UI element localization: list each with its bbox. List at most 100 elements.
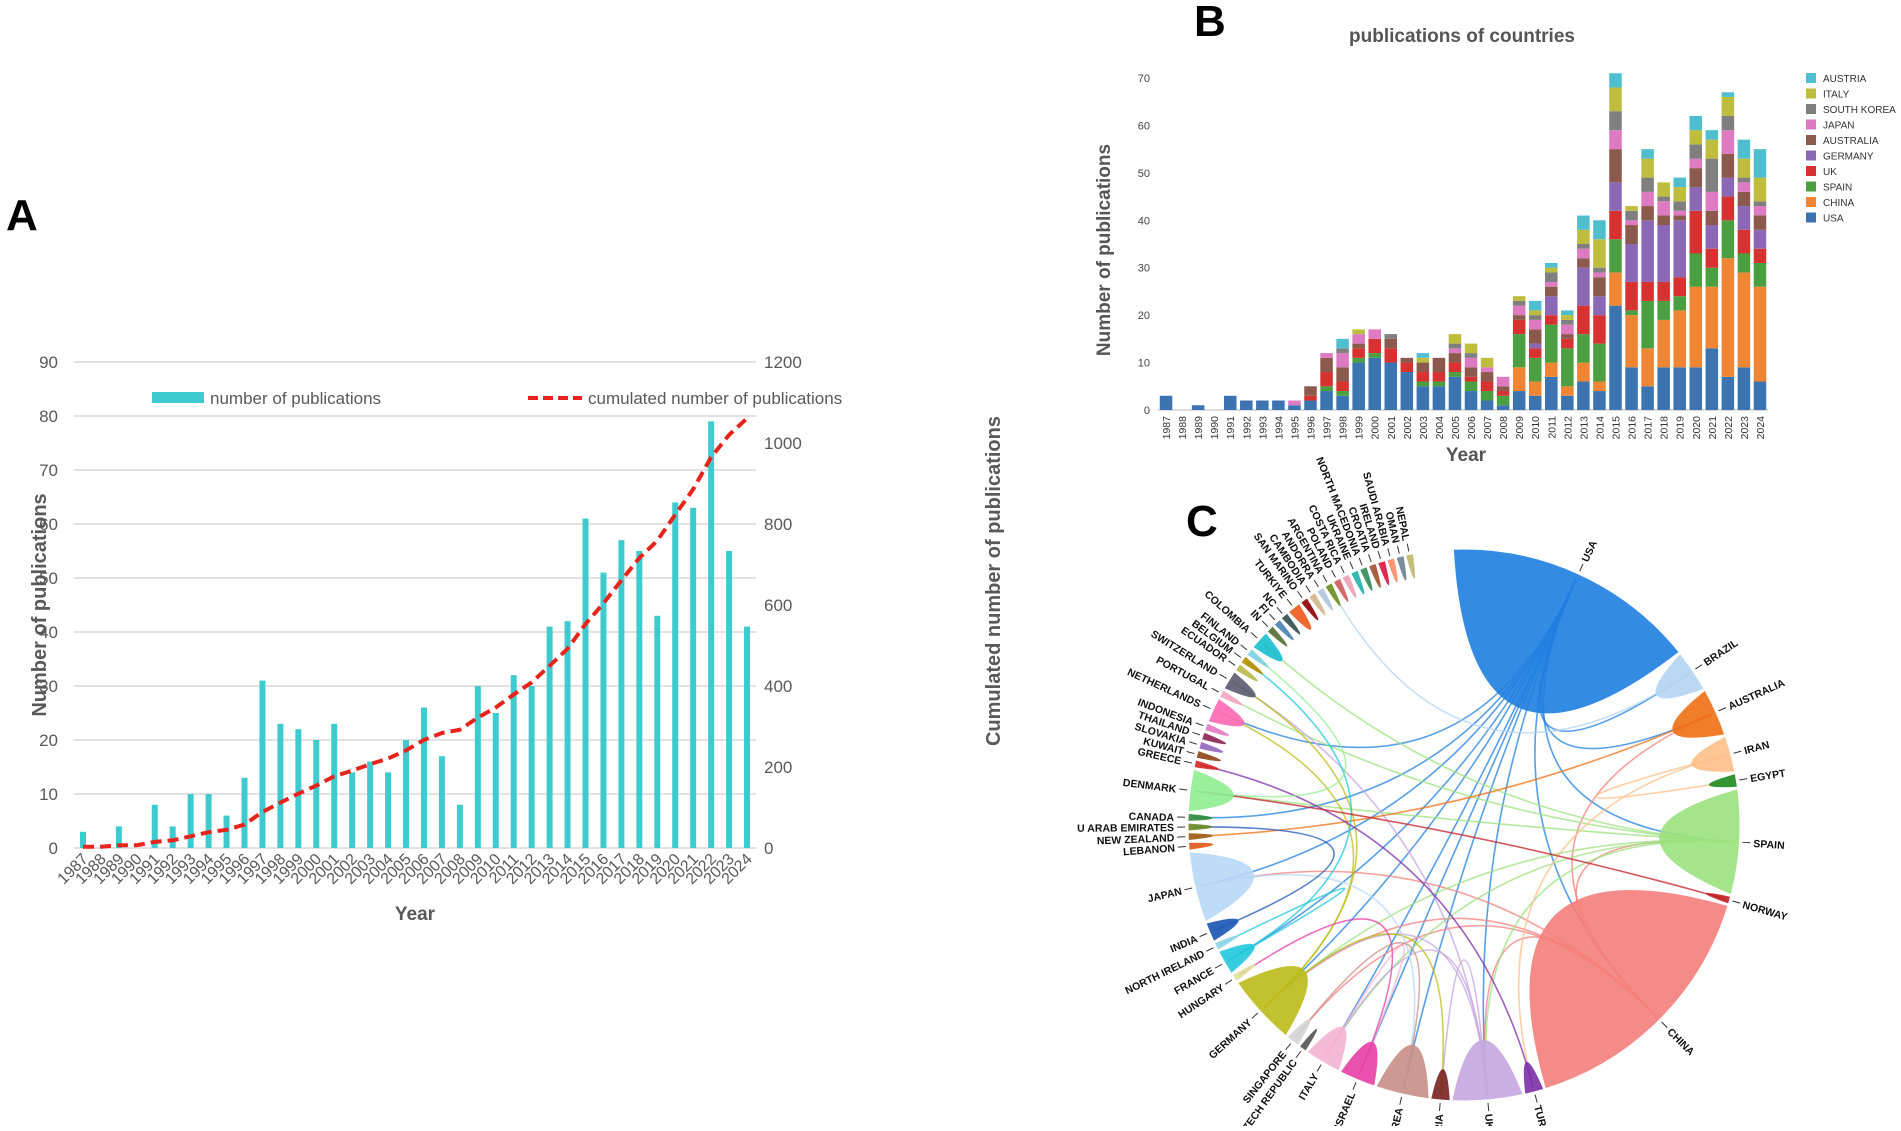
- b-bar-segment: [1641, 282, 1654, 301]
- b-bar-segment: [1754, 201, 1767, 206]
- c-country-segment: [1342, 1042, 1377, 1085]
- b-bar-segment: [1577, 244, 1590, 249]
- b-y-tick-label: 40: [1138, 215, 1150, 227]
- b-legend-swatch: [1806, 197, 1816, 207]
- b-bar-segment: [1754, 382, 1767, 410]
- b-bar-segment: [1385, 334, 1398, 339]
- b-x-tick-label: 2000: [1370, 416, 1382, 440]
- b-bar-segment: [1738, 192, 1751, 206]
- b-bar-segment: [1593, 315, 1606, 343]
- a-y-tick-label: 90: [39, 353, 58, 372]
- b-bar-segment: [1593, 239, 1606, 267]
- c-country-segment: [1190, 853, 1253, 920]
- b-bar-segment: [1738, 230, 1751, 254]
- b-x-tick-label: 2011: [1546, 416, 1558, 439]
- chart-c-country-collaboration-chord: USABRAZILAUSTRALIAIRANEGYPTSPAINNORWAYCH…: [1077, 455, 1789, 1126]
- c-label-tick: [1580, 564, 1583, 571]
- a-bar: [726, 551, 732, 848]
- b-bar-segment: [1657, 367, 1670, 410]
- c-country-segment: [1709, 775, 1736, 787]
- b-bar-segment: [1465, 367, 1478, 376]
- b-bar-segment: [1449, 344, 1462, 349]
- b-legend-swatch: [1806, 166, 1816, 176]
- b-x-tick-label: 2010: [1530, 416, 1542, 440]
- b-bar-segment: [1529, 348, 1542, 357]
- b-bar-segment: [1497, 386, 1510, 391]
- b-x-tick-label: 2013: [1578, 416, 1590, 440]
- b-bar-segment: [1417, 353, 1430, 358]
- b-bar-segment: [1690, 253, 1703, 286]
- b-bar-segment: [1545, 268, 1558, 273]
- c-label-tick: [1298, 591, 1303, 598]
- b-legend-swatch: [1806, 104, 1816, 114]
- b-bar-segment: [1545, 287, 1558, 296]
- b-legend-swatch: [1806, 73, 1816, 83]
- b-bar-segment: [1320, 386, 1333, 391]
- c-label-tick: [1695, 665, 1702, 669]
- b-bar-segment: [1593, 272, 1606, 277]
- b-bar-segment: [1738, 140, 1751, 159]
- c-country-segment: [1200, 743, 1223, 753]
- c-label-tick: [1388, 548, 1390, 556]
- b-legend-swatch: [1806, 182, 1816, 192]
- b-bar-segment: [1673, 310, 1686, 367]
- b-bar-segment: [1754, 206, 1767, 215]
- b-bar-segment: [1706, 211, 1719, 225]
- b-bar-segment: [1706, 192, 1719, 211]
- b-bar-segment: [1690, 287, 1703, 368]
- b-bar-segment: [1738, 159, 1751, 178]
- b-bar-segment: [1722, 197, 1735, 221]
- b-bar-segment: [1577, 334, 1590, 362]
- b-bar-segment: [1465, 358, 1478, 367]
- b-bar-segment: [1240, 401, 1253, 410]
- b-bar-segment: [1706, 140, 1719, 159]
- c-country-segment: [1377, 1045, 1428, 1097]
- chart-a-publications-per-year: 0102030405060708090020040060080010001200…: [29, 353, 1005, 925]
- b-bar-segment: [1625, 244, 1638, 282]
- a-bar: [457, 805, 463, 848]
- c-label-tick: [1277, 607, 1282, 613]
- b-bar-segment: [1657, 282, 1670, 301]
- b-x-tick-label: 2005: [1450, 416, 1462, 440]
- c-country-segment: [1189, 834, 1212, 840]
- b-bar-segment: [1545, 363, 1558, 377]
- b-bar-segment: [1657, 216, 1670, 225]
- b-bar-segment: [1641, 192, 1654, 206]
- b-bar-segment: [1561, 348, 1574, 386]
- c-country-label: TURKEY: [1531, 1104, 1554, 1126]
- b-legend-swatch: [1806, 213, 1816, 223]
- b-x-tick-label: 2016: [1627, 416, 1639, 440]
- b-bar-segment: [1609, 87, 1622, 111]
- a-bar: [636, 551, 642, 848]
- chart-b-publications-of-countries: publications of countries010203040506070…: [1094, 26, 1896, 466]
- c-label-tick: [1734, 751, 1742, 753]
- a-bar: [493, 713, 499, 848]
- b-bar-segment: [1529, 310, 1542, 315]
- b-bar-segment: [1545, 272, 1558, 281]
- b-bar-segment: [1722, 220, 1735, 258]
- b-bar-segment: [1561, 320, 1574, 325]
- b-x-tick-label: 1998: [1338, 416, 1350, 440]
- b-bar-segment: [1545, 377, 1558, 410]
- b-bar-segment: [1529, 344, 1542, 349]
- b-bar-segment: [1433, 386, 1446, 410]
- c-country-label: EGYPT: [1749, 767, 1787, 785]
- b-legend-label: UK: [1823, 167, 1837, 178]
- b-bar-segment: [1401, 363, 1414, 372]
- c-link: [1195, 655, 1346, 797]
- b-bar-segment: [1673, 277, 1686, 296]
- b-bar-segment: [1449, 377, 1462, 410]
- b-bar-segment: [1706, 130, 1719, 139]
- a-y2-tick-label: 200: [764, 758, 792, 777]
- b-bar-segment: [1754, 216, 1767, 230]
- b-y-tick-label: 30: [1138, 263, 1150, 275]
- c-country-segment: [1407, 555, 1415, 578]
- c-label-tick: [1215, 964, 1222, 968]
- b-bar-segment: [1304, 386, 1317, 395]
- c-country-label: AUSTRIA: [1430, 1113, 1446, 1126]
- b-bar-segment: [1738, 182, 1751, 191]
- b-bar-segment: [1513, 301, 1526, 306]
- c-label-tick: [1287, 599, 1292, 605]
- a-bar: [188, 794, 194, 848]
- b-bar-segment: [1529, 301, 1542, 310]
